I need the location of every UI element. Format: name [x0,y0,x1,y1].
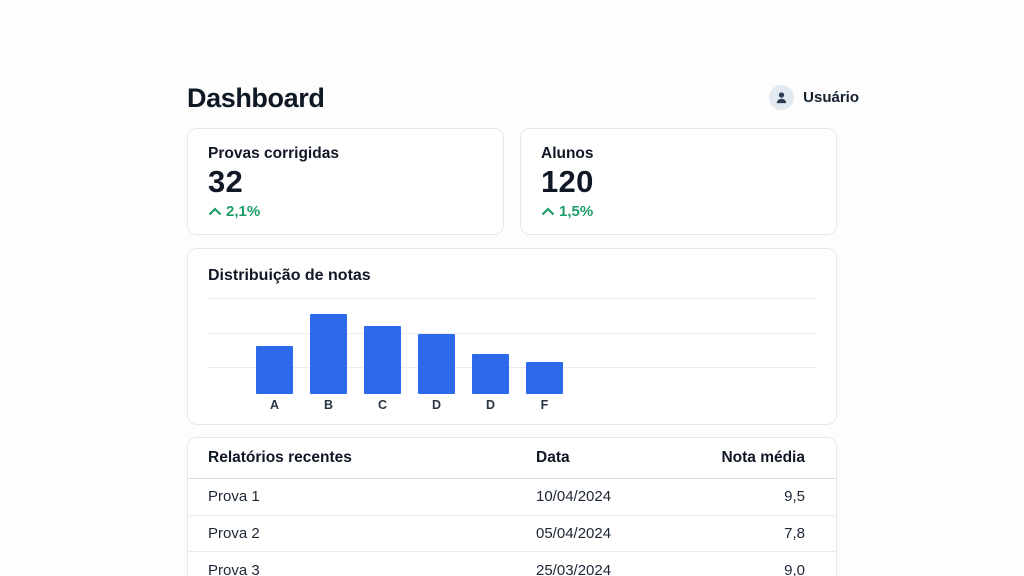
bar-label: B [323,398,334,412]
bar-D [418,334,455,394]
report-grade-cell: 9,5 [784,488,805,506]
table-header-relatorios: Relatórios recentes [208,449,352,466]
bar-chart [208,298,816,394]
stat-label: Provas corrigidas [208,145,339,162]
bar-label: F [540,398,549,412]
bar-label: A [269,398,280,412]
bar-C [364,326,401,394]
report-grade-cell: 9,0 [784,561,805,576]
bar-label: D [485,398,496,412]
grade-distribution-card: Distribuição de notas A B C D D F [187,248,837,425]
table-header-data: Data [536,449,570,466]
header: Dashboard Usuário [187,82,859,113]
report-date-cell: 05/04/2024 [536,524,612,542]
stat-delta-text: 1,5% [559,202,594,220]
table-header-nota-media: Nota média [721,449,805,466]
main-content: Dashboard Usuário Provas corrigidas 32 [187,0,859,576]
report-date-cell: 25/03/2024 [536,561,612,576]
table-body: Prova 1 10/04/2024 9,5 Prova 2 05/04/2024 7,8… [188,479,836,576]
gridline [208,333,816,334]
gridline [208,367,816,368]
chart-bars [256,314,563,394]
table-row: Prova 2 05/04/2024 7,8 [188,516,836,552]
report-name-cell: Prova 3 [208,561,260,576]
avatar [769,85,795,110]
report-grade-cell: 7,8 [784,524,805,542]
table-row: Prova 3 25/03/2024 9,0 [188,552,836,576]
page-title: Dashboard [187,82,325,113]
user-menu[interactable]: Usuário [769,85,859,110]
user-label: Usuário [803,89,859,106]
stat-card-alunos: Alunos 120 1,5% [520,128,837,235]
stat-value: 32 [208,164,244,199]
report-name-cell: Prova 1 [208,488,260,506]
stat-delta: 2,1% [208,203,483,220]
stat-delta: 1,5% [541,203,816,220]
table-header-row: Relatórios recentes Data Nota média [188,438,836,479]
bar-label: C [377,398,388,412]
recent-reports-card: Relatórios recentes Data Nota média Prov… [187,437,837,576]
stat-value: 120 [541,164,594,199]
person-icon [776,92,787,104]
table-row: Prova 1 10/04/2024 9,5 [188,479,836,516]
trend-up-icon [208,207,222,215]
bar-label: D [431,398,442,412]
bar-D [472,354,509,394]
bar-F [526,362,563,394]
bar-A [256,346,293,394]
bar-B [310,314,347,394]
report-date-cell: 10/04/2024 [536,488,612,506]
stat-card-provas-corrigidas: Provas corrigidas 32 2,1% [187,128,504,235]
trend-up-icon [541,207,555,215]
chart-title: Distribuição de notas [208,267,371,284]
report-name-cell: Prova 2 [208,524,260,542]
stat-cards: Provas corrigidas 32 2,1% Alunos 120 1,5… [187,128,837,235]
stat-label: Alunos [541,145,594,162]
stat-delta-text: 2,1% [226,202,261,220]
gridline [208,298,816,299]
